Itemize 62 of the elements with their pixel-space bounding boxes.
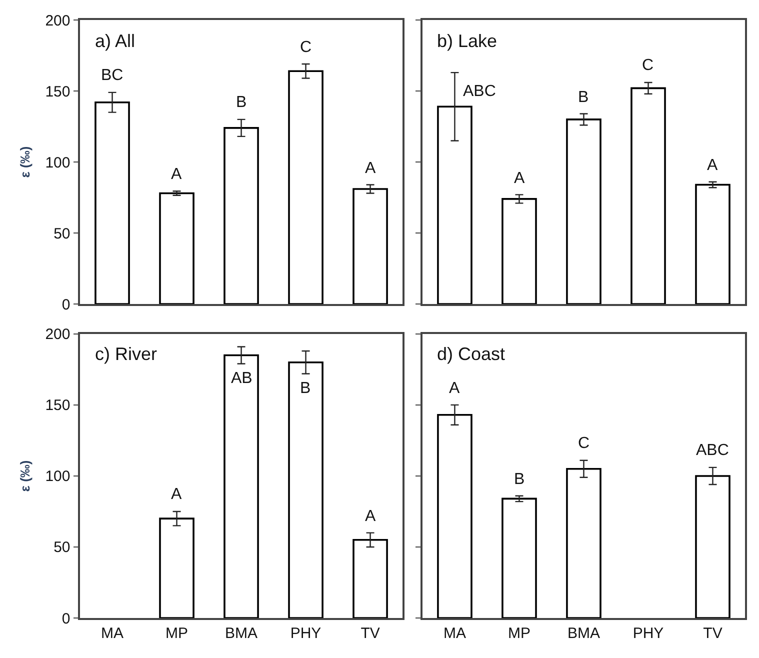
- annotation: ABC: [696, 442, 729, 459]
- bar: [159, 192, 194, 304]
- y-axis-title: ε (‰): [18, 460, 33, 492]
- x-tick-label: BMA: [225, 624, 258, 642]
- x-tick-label: MP: [166, 624, 188, 642]
- y-axis-title: ε (‰): [18, 146, 33, 178]
- y-tick-label: 50: [54, 539, 70, 556]
- annotation: B: [236, 94, 247, 111]
- bar: [94, 101, 130, 304]
- text: c) River: [95, 344, 158, 364]
- annotation: A: [171, 166, 182, 183]
- x-tick-label: TV: [360, 624, 380, 642]
- bar: [695, 475, 730, 618]
- bar: [288, 361, 324, 618]
- text: d) Coast: [437, 344, 506, 364]
- y-tick-label: 100: [45, 468, 70, 486]
- annotation: A: [449, 380, 460, 397]
- x-tick-label: PHY: [290, 624, 322, 642]
- annotation: A: [514, 170, 525, 187]
- y-tick-label: 150: [45, 83, 70, 100]
- bar: [566, 118, 602, 304]
- annotation: AB: [231, 370, 252, 387]
- bar: [502, 198, 537, 304]
- y-tick-label: 200: [45, 12, 70, 30]
- annotation: C: [642, 57, 654, 74]
- annotation: C: [300, 39, 312, 56]
- bar: [437, 414, 472, 618]
- annotation: B: [300, 380, 311, 397]
- bar: [630, 87, 666, 304]
- annotation: BC: [101, 67, 124, 84]
- annotation: C: [578, 435, 590, 452]
- bar: [437, 106, 472, 304]
- annotation: B: [514, 471, 525, 488]
- x-tick-label: MA: [443, 624, 466, 642]
- y-tick-label: 0: [62, 296, 70, 314]
- annotation: A: [365, 508, 376, 525]
- y-tick-label: 200: [45, 326, 70, 344]
- bar: [159, 518, 194, 618]
- x-tick-label: BMA: [567, 624, 600, 642]
- annotation: B: [578, 89, 589, 106]
- x-tick-label: PHY: [632, 624, 664, 642]
- y-tick-label: 150: [45, 397, 70, 414]
- text: a) All: [95, 31, 136, 51]
- bar: [224, 127, 259, 304]
- annotation: A: [707, 157, 718, 174]
- x-tick-label: TV: [703, 624, 722, 642]
- annotation: A: [171, 486, 182, 503]
- y-tick-label: 0: [62, 610, 70, 628]
- bar: [695, 184, 730, 304]
- annotation: A: [365, 160, 376, 177]
- x-tick-label: MA: [101, 624, 124, 642]
- bar: [224, 354, 259, 618]
- bar: [502, 498, 537, 618]
- bar: [352, 538, 388, 618]
- bar: [288, 70, 324, 304]
- y-tick-label: 50: [54, 225, 70, 242]
- text: b) Lake: [437, 31, 498, 51]
- y-tick-label: 100: [45, 154, 70, 172]
- annotation: ABC: [463, 83, 496, 100]
- bar: [566, 468, 602, 618]
- x-tick-label: MP: [508, 624, 530, 642]
- bar: [352, 188, 388, 304]
